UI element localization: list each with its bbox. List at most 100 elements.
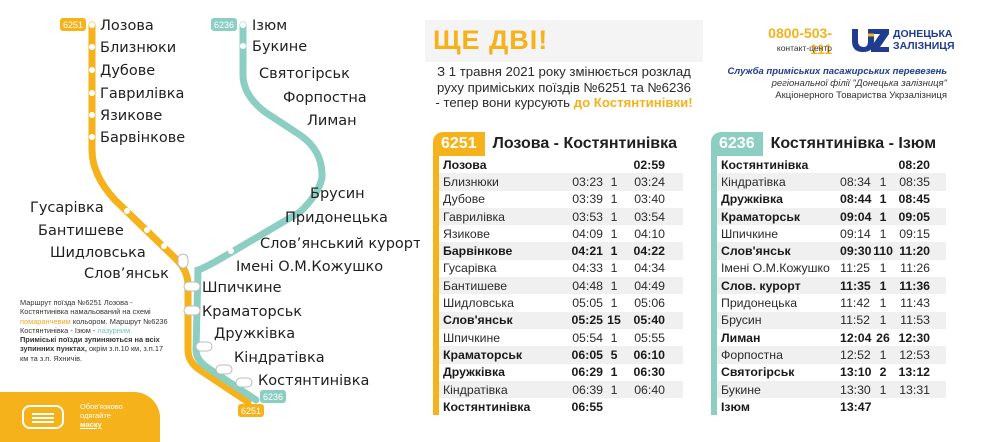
badge-6251-top bbox=[60, 18, 86, 31]
note-bold: Приміські поїзди зупиняються на всіх зуп… bbox=[20, 335, 160, 354]
orange-stations bbox=[89, 22, 167, 249]
cell-arr: 06:55 bbox=[571, 399, 603, 414]
badge-6236-bottom-text: 6236 bbox=[263, 392, 283, 402]
cell-wait: 1 bbox=[610, 226, 618, 241]
cell-wait: 1 bbox=[610, 278, 618, 293]
station-label: Святогірськ bbox=[259, 66, 350, 82]
cell-name: Імені О.М.Кожушко bbox=[721, 261, 830, 276]
cell-wait: 2 bbox=[879, 365, 887, 380]
cell-name: Язикове bbox=[443, 226, 490, 241]
cell-dep: 08:20 bbox=[898, 157, 930, 172]
cell-wait: 1 bbox=[610, 330, 618, 345]
timetable-row: Придонецька 11:42 1 11:43 bbox=[717, 294, 946, 311]
cell-name: Шпичкине bbox=[443, 330, 501, 345]
cell-dep: 04:49 bbox=[634, 278, 665, 293]
cell-dep: 08:35 bbox=[899, 174, 930, 189]
orange-route-line bbox=[88, 21, 252, 406]
timetable-header: 6236 Костянтинівка - Ізюм bbox=[711, 132, 946, 156]
cell-arr: 12:04 bbox=[840, 330, 872, 345]
note-text: Маршрут поїзда №6251 Лозова - Костянтині… bbox=[20, 298, 151, 317]
note-green-word: лазурним. bbox=[97, 325, 133, 335]
cell-dep: 05:06 bbox=[634, 296, 665, 311]
cell-wait: 1 bbox=[879, 296, 887, 311]
cell-dep: 12:30 bbox=[898, 330, 930, 345]
station-label: Лиман bbox=[307, 113, 357, 129]
cell-name: Святогірськ bbox=[721, 365, 795, 380]
cell-wait: 1 bbox=[610, 244, 618, 259]
cell-dep: 04:34 bbox=[634, 261, 665, 276]
station-dot bbox=[89, 90, 95, 96]
mask-text: Обов'язково одягайте маску bbox=[80, 402, 123, 429]
cell-wait: 1 bbox=[879, 278, 887, 293]
cell-arr: 08:44 bbox=[840, 192, 872, 207]
station-label: Слов’янський курорт bbox=[260, 236, 420, 252]
cell-wait: 110 bbox=[873, 244, 893, 259]
uz-logo-icon bbox=[852, 29, 889, 52]
cell-arr: 09:14 bbox=[840, 226, 871, 241]
cell-arr: 06:05 bbox=[571, 347, 603, 362]
cell-dep: 11:36 bbox=[899, 278, 930, 293]
cell-name: Дубове bbox=[443, 192, 486, 207]
note-text: Маршрут №6236 Костянтинівка - Ізюм - bbox=[20, 316, 168, 335]
cell-name: Лиман bbox=[721, 330, 761, 345]
station-label: Близнюки bbox=[100, 40, 176, 56]
timetable-row: Лиман 12:04 26 12:30 bbox=[717, 329, 946, 346]
cell-name: Костянтинівка bbox=[721, 157, 809, 172]
timetable-row: Святогірськ 13:10 2 13:12 bbox=[717, 364, 946, 381]
note-text: окрім з.п.10 км, з.п.17 км та з.п. Яхнич… bbox=[20, 344, 164, 363]
cell-dep: 12:53 bbox=[899, 347, 930, 362]
timetable-row: Дубове 03:39 1 03:40 bbox=[439, 191, 683, 208]
route-note: Маршрут поїзда №6251 Лозова - Костянтині… bbox=[20, 298, 170, 363]
cell-name: Форпостна bbox=[721, 347, 783, 362]
station-dot bbox=[144, 227, 150, 233]
station-dot bbox=[275, 94, 281, 100]
cell-wait: 1 bbox=[610, 296, 618, 311]
cell-wait: 1 bbox=[610, 192, 618, 207]
timetable-6236: 6236 Костянтинівка - Ізюм Костянтинівка 0… bbox=[711, 132, 946, 416]
cell-dep: 13:12 bbox=[898, 365, 930, 380]
cell-name: Брусин bbox=[721, 313, 762, 328]
cell-name: Лозова bbox=[443, 157, 487, 172]
timetable-title: Лозова - Костянтинівка bbox=[492, 135, 678, 152]
timetable-row: Слов'янськ 09:30 110 11:20 bbox=[717, 242, 946, 260]
timetable-row: Слов. курорт 11:35 1 11:36 bbox=[717, 277, 946, 295]
cell-arr: 04:48 bbox=[572, 278, 603, 293]
cell-arr: 08:34 bbox=[840, 174, 871, 189]
interchange-dot bbox=[195, 341, 213, 352]
cell-dep: 09:15 bbox=[899, 226, 930, 241]
timetable-row: Язикове 04:09 1 04:10 bbox=[439, 225, 683, 242]
cell-wait: 1 bbox=[879, 261, 887, 276]
interchange-dot bbox=[215, 364, 233, 375]
mask-icon bbox=[22, 405, 64, 429]
timetable-row: Імені О.М.Кожушко 11:25 1 11:26 bbox=[717, 260, 946, 277]
station-label: Дубове bbox=[100, 63, 155, 79]
timetable-row: Ізюм 13:47 bbox=[717, 398, 946, 415]
timetable-header: 6251 Лозова - Костянтинівка bbox=[433, 132, 683, 156]
interchange-dot bbox=[183, 305, 201, 316]
timetable-row: Костянтинівка 06:55 bbox=[439, 398, 683, 415]
station-dot bbox=[249, 70, 255, 76]
station-dot bbox=[228, 248, 234, 254]
station-label: Придонецька bbox=[285, 210, 388, 226]
station-dot bbox=[124, 208, 130, 214]
cell-arr: 05:05 bbox=[572, 296, 603, 311]
badge-6236-bottom bbox=[260, 390, 286, 403]
station-label: Гусарівка bbox=[30, 200, 104, 216]
station-label: Слов’янськ bbox=[84, 266, 169, 282]
cell-arr: 11:35 bbox=[840, 278, 871, 293]
timetable-row: Бантишеве 04:48 1 04:49 bbox=[439, 277, 683, 295]
badge-6236-top-text: 6236 bbox=[214, 20, 234, 30]
station-label: Шпичкине bbox=[202, 280, 282, 296]
note-orange-word: помаранчевим bbox=[20, 316, 71, 326]
station-label: Гаврилівка bbox=[100, 86, 184, 102]
cell-wait: 1 bbox=[879, 209, 887, 224]
intro-text: З 1 травня 2021 року змінюється розклад … bbox=[435, 64, 693, 110]
station-label: Краматорськ bbox=[202, 304, 302, 320]
timetable-row: Форпостна 12:52 1 12:53 bbox=[717, 346, 946, 364]
green-stations bbox=[228, 22, 310, 254]
timetable-row: Лозова 02:59 bbox=[439, 156, 683, 173]
timetable-row: Краматорськ 09:04 1 09:05 bbox=[717, 207, 946, 226]
timetable-row: Костянтинівка 08:20 bbox=[717, 156, 946, 173]
timetable-row: Шпичкине 09:14 1 09:15 bbox=[717, 225, 946, 242]
contact-phone[interactable]: 0800-503-111 bbox=[768, 25, 832, 57]
